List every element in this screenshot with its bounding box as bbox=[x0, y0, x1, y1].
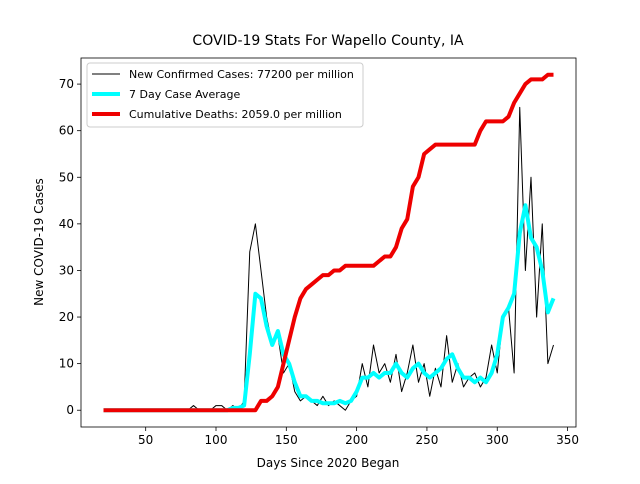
x-tick-label: 350 bbox=[556, 433, 579, 447]
y-tick-label: 60 bbox=[59, 124, 74, 138]
y-axis-label: New COVID-19 Cases bbox=[32, 178, 46, 306]
x-tick-label: 300 bbox=[486, 433, 509, 447]
data-line bbox=[103, 72, 554, 413]
y-tick-label: 0 bbox=[66, 403, 74, 417]
y-tick-label: 70 bbox=[59, 77, 74, 91]
x-tick-label: 200 bbox=[345, 433, 368, 447]
x-tick-label: 50 bbox=[138, 433, 153, 447]
y-tick-label: 10 bbox=[59, 357, 74, 371]
y-tick-label: 20 bbox=[59, 310, 74, 324]
y-tick-label: 40 bbox=[59, 217, 74, 231]
legend-label: Cumulative Deaths: 2059.0 per million bbox=[129, 108, 342, 121]
x-tick-label: 250 bbox=[415, 433, 438, 447]
plot-frame bbox=[80, 57, 577, 428]
x-tick-label: 100 bbox=[205, 433, 228, 447]
legend-label: 7 Day Case Average bbox=[129, 88, 241, 101]
y-tick-label: 50 bbox=[59, 170, 74, 184]
legend-label: New Confirmed Cases: 77200 per million bbox=[129, 68, 354, 81]
x-axis-label: Days Since 2020 Began bbox=[257, 456, 400, 470]
y-tick-label: 30 bbox=[59, 263, 74, 277]
chart-title: COVID-19 Stats For Wapello County, IA bbox=[192, 33, 464, 49]
x-tick-label: 150 bbox=[275, 433, 298, 447]
legend-box bbox=[86, 62, 364, 128]
